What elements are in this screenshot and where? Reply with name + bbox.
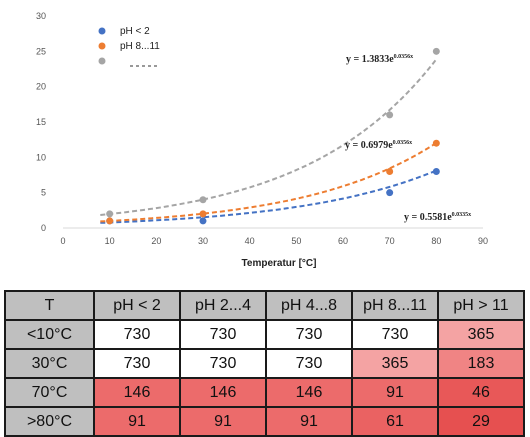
row-header: 30°C (4, 348, 95, 379)
table-cell: 365 (351, 348, 439, 379)
table-cell: 730 (93, 348, 181, 379)
trendline-series-0 (100, 169, 437, 224)
data-point-series-0 (432, 167, 440, 175)
x-tick-label: 90 (478, 236, 488, 246)
x-tick-label: 20 (151, 236, 161, 246)
x-tick-label: 10 (105, 236, 115, 246)
x-tick-label: 80 (431, 236, 441, 246)
table-cell: 183 (437, 348, 525, 379)
data-point-series-2 (432, 47, 440, 55)
table-cell: 29 (437, 406, 525, 437)
table-row: <10°C 730 730 730 730 365 (4, 319, 525, 350)
legend-label-series-0: pH < 2 (120, 26, 150, 37)
legend-marker-series-0 (98, 27, 106, 35)
trendline-equation-series-1: y = 0.6979e0.0356x (345, 140, 412, 151)
y-tick-label: 15 (36, 117, 46, 127)
x-tick-label: 40 (245, 236, 255, 246)
row-header: <10°C (4, 319, 95, 350)
y-tick-label: 30 (36, 11, 46, 21)
data-point-series-1 (199, 210, 207, 218)
legend-marker-series-2 (98, 57, 106, 65)
data-point-series-2 (106, 210, 114, 218)
data-point-series-2 (199, 196, 207, 204)
row-header: >80°C (4, 406, 95, 437)
trendline-equation-series-2: y = 1.3833e0.0356x (346, 54, 413, 65)
data-point-series-0 (386, 189, 394, 197)
trendline-series-2 (100, 58, 438, 216)
y-tick-label: 5 (41, 188, 46, 198)
data-point-series-1 (106, 217, 114, 225)
data-point-series-0 (199, 217, 207, 225)
table-cell: 365 (437, 319, 525, 350)
y-tick-label: 20 (36, 82, 46, 92)
data-point-series-2 (386, 111, 394, 119)
table-cell: 146 (179, 377, 267, 408)
table-cell: 91 (351, 377, 439, 408)
row-header: 70°C (4, 377, 95, 408)
table-cell: 730 (351, 319, 439, 350)
trendline-equation-series-0: y = 0.5581e0.0335x (404, 212, 471, 223)
column-header: pH > 11 (437, 290, 525, 321)
table-cell: 91 (265, 406, 353, 437)
table-cell: 730 (93, 319, 181, 350)
x-tick-label: 70 (385, 236, 395, 246)
column-header: pH 8...11 (351, 290, 439, 321)
table-cell: 91 (93, 406, 181, 437)
table-cell: 146 (265, 377, 353, 408)
x-tick-label: 30 (198, 236, 208, 246)
data-point-series-1 (386, 167, 394, 175)
table-cell: 46 (437, 377, 525, 408)
table-cell: 730 (179, 319, 267, 350)
table-row: >80°C 91 91 91 61 29 (4, 406, 525, 437)
data-point-series-1 (432, 139, 440, 147)
table-cell: 146 (93, 377, 181, 408)
y-tick-label: 25 (36, 46, 46, 56)
x-tick-label: 60 (338, 236, 348, 246)
table-cell: 730 (179, 348, 267, 379)
table-cell: 730 (265, 348, 353, 379)
x-tick-label: 0 (60, 236, 65, 246)
table-row: 30°C 730 730 730 365 183 (4, 348, 525, 379)
legend-marker-series-1 (98, 42, 106, 50)
column-header: T (4, 290, 95, 321)
y-tick-label: 10 (36, 152, 46, 162)
trendline-series-1 (100, 142, 437, 223)
table-cell: 730 (265, 319, 353, 350)
x-tick-label: 50 (291, 236, 301, 246)
y-tick-label: 0 (41, 223, 46, 233)
x-axis-title: Temperatur [°C] (242, 258, 317, 269)
table-cell: 91 (179, 406, 267, 437)
column-header: pH < 2 (93, 290, 181, 321)
table-row: 70°C 146 146 146 91 46 (4, 377, 525, 408)
column-header: pH 4...8 (265, 290, 353, 321)
table-cell: 61 (351, 406, 439, 437)
legend-label-series-1: pH 8...11 (120, 41, 160, 52)
chart: 0 10 20 30 40 50 60 70 80 90 0 5 10 15 20 25 30 Temperatu… (36, 11, 488, 269)
column-header: pH 2...4 (179, 290, 267, 321)
